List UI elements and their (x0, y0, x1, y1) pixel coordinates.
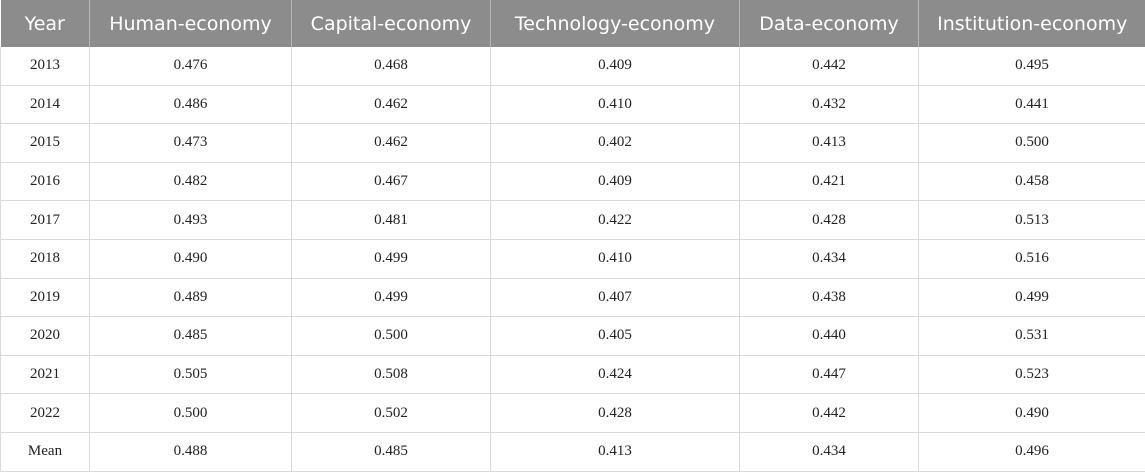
cell-institution-economy: 0.496 (918, 432, 1145, 472)
header-technology-economy: Technology-economy (490, 0, 740, 47)
cell-institution-economy: 0.523 (918, 355, 1145, 395)
cell-technology-economy: 0.409 (490, 162, 740, 202)
cell-human-economy: 0.476 (89, 47, 292, 86)
cell-capital-economy: 0.485 (291, 432, 491, 472)
cell-capital-economy: 0.499 (291, 239, 491, 279)
cell-technology-economy: 0.422 (490, 200, 740, 240)
cell-institution-economy: 0.458 (918, 162, 1145, 202)
cell-human-economy: 0.473 (89, 123, 292, 163)
cell-human-economy: 0.505 (89, 355, 292, 395)
cell-institution-economy: 0.490 (918, 393, 1145, 433)
cell-human-economy: 0.490 (89, 239, 292, 279)
cell-data-economy: 0.432 (739, 85, 919, 125)
cell-year: 2022 (0, 393, 90, 433)
table-row: 2015 0.473 0.462 0.402 0.413 0.500 (0, 123, 1145, 163)
cell-capital-economy: 0.462 (291, 123, 491, 163)
cell-technology-economy: 0.413 (490, 432, 740, 472)
cell-capital-economy: 0.468 (291, 47, 491, 86)
header-year: Year (0, 0, 90, 47)
cell-human-economy: 0.488 (89, 432, 292, 472)
cell-year: 2014 (0, 85, 90, 125)
table-row: 2013 0.476 0.468 0.409 0.442 0.495 (0, 47, 1145, 86)
cell-capital-economy: 0.500 (291, 316, 491, 356)
table-body: 2013 0.476 0.468 0.409 0.442 0.495 2014 0.486 0.… (0, 47, 1145, 472)
cell-data-economy: 0.438 (739, 278, 919, 318)
cell-technology-economy: 0.409 (490, 47, 740, 86)
cell-data-economy: 0.434 (739, 239, 919, 279)
table-row: Mean 0.488 0.485 0.413 0.434 0.496 (0, 432, 1145, 472)
cell-human-economy: 0.493 (89, 200, 292, 240)
cell-year: 2018 (0, 239, 90, 279)
cell-capital-economy: 0.508 (291, 355, 491, 395)
cell-technology-economy: 0.407 (490, 278, 740, 318)
cell-year: 2015 (0, 123, 90, 163)
cell-data-economy: 0.421 (739, 162, 919, 202)
cell-year: 2021 (0, 355, 90, 395)
cell-human-economy: 0.485 (89, 316, 292, 356)
cell-technology-economy: 0.405 (490, 316, 740, 356)
cell-data-economy: 0.428 (739, 200, 919, 240)
cell-institution-economy: 0.500 (918, 123, 1145, 163)
cell-data-economy: 0.440 (739, 316, 919, 356)
cell-institution-economy: 0.441 (918, 85, 1145, 125)
cell-technology-economy: 0.402 (490, 123, 740, 163)
cell-technology-economy: 0.428 (490, 393, 740, 433)
cell-data-economy: 0.413 (739, 123, 919, 163)
table-row: 2020 0.485 0.500 0.405 0.440 0.531 (0, 316, 1145, 356)
table-row: 2017 0.493 0.481 0.422 0.428 0.513 (0, 200, 1145, 240)
table-row: 2019 0.489 0.499 0.407 0.438 0.499 (0, 278, 1145, 318)
header-data-economy: Data-economy (739, 0, 919, 47)
cell-data-economy: 0.447 (739, 355, 919, 395)
cell-capital-economy: 0.502 (291, 393, 491, 433)
table-row: 2016 0.482 0.467 0.409 0.421 0.458 (0, 162, 1145, 202)
cell-year: 2016 (0, 162, 90, 202)
cell-technology-economy: 0.410 (490, 239, 740, 279)
table-header: Year Human-economy Capital-economy Techn… (0, 0, 1145, 47)
cell-data-economy: 0.442 (739, 393, 919, 433)
cell-year: 2013 (0, 47, 90, 86)
cell-human-economy: 0.486 (89, 85, 292, 125)
cell-year: 2020 (0, 316, 90, 356)
cell-institution-economy: 0.531 (918, 316, 1145, 356)
cell-capital-economy: 0.499 (291, 278, 491, 318)
cell-institution-economy: 0.499 (918, 278, 1145, 318)
cell-human-economy: 0.482 (89, 162, 292, 202)
cell-institution-economy: 0.513 (918, 200, 1145, 240)
table-row: 2021 0.505 0.508 0.424 0.447 0.523 (0, 355, 1145, 395)
cell-capital-economy: 0.481 (291, 200, 491, 240)
cell-technology-economy: 0.424 (490, 355, 740, 395)
header-institution-economy: Institution-economy (918, 0, 1145, 47)
cell-year: 2019 (0, 278, 90, 318)
cell-technology-economy: 0.410 (490, 85, 740, 125)
table-row: 2018 0.490 0.499 0.410 0.434 0.516 (0, 239, 1145, 279)
header-capital-economy: Capital-economy (291, 0, 491, 47)
header-row: Year Human-economy Capital-economy Techn… (0, 0, 1145, 47)
cell-data-economy: 0.434 (739, 432, 919, 472)
cell-year: 2017 (0, 200, 90, 240)
cell-human-economy: 0.489 (89, 278, 292, 318)
cell-institution-economy: 0.516 (918, 239, 1145, 279)
table-row: 2022 0.500 0.502 0.428 0.442 0.490 (0, 393, 1145, 433)
cell-institution-economy: 0.495 (918, 47, 1145, 86)
cell-year: Mean (0, 432, 90, 472)
header-human-economy: Human-economy (89, 0, 292, 47)
table-row: 2014 0.486 0.462 0.410 0.432 0.441 (0, 85, 1145, 125)
cell-data-economy: 0.442 (739, 47, 919, 86)
cell-capital-economy: 0.462 (291, 85, 491, 125)
cell-capital-economy: 0.467 (291, 162, 491, 202)
cell-human-economy: 0.500 (89, 393, 292, 433)
